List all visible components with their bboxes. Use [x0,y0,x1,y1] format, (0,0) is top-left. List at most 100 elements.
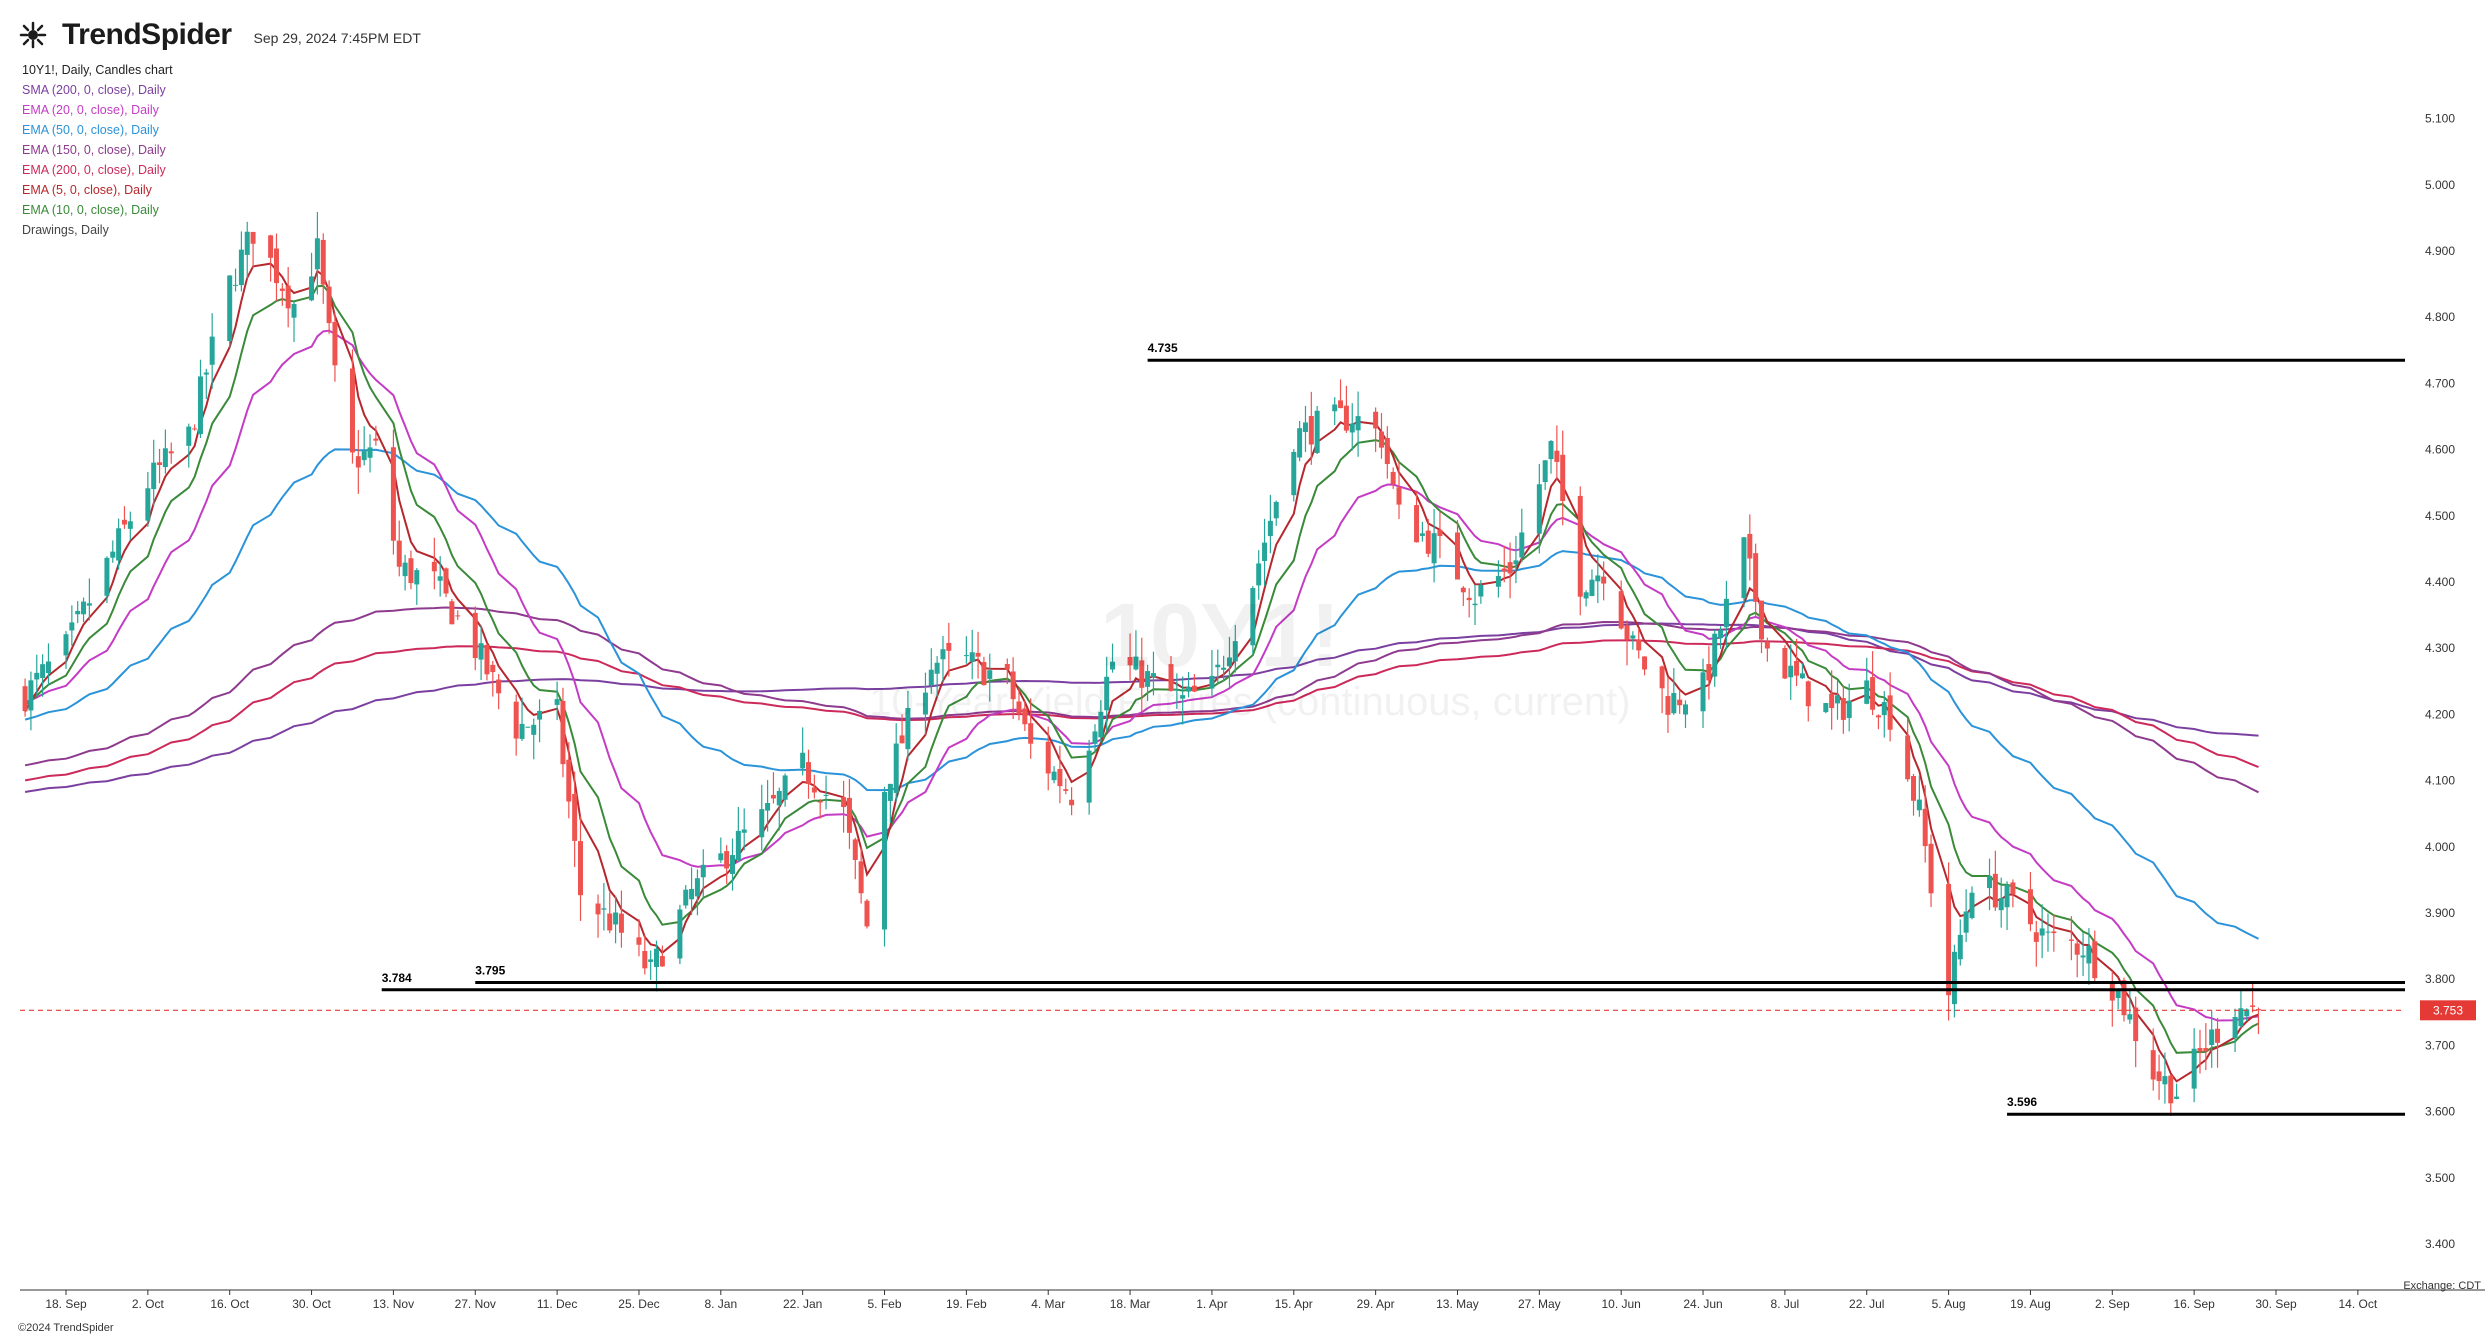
candle-body [1788,665,1794,678]
candle-body [1174,689,1180,691]
ema50-line [24,448,2259,940]
x-tick-label: 4. Mar [1031,1297,1065,1311]
candle-body [1057,768,1063,787]
legend-item-ema20[interactable]: EMA (20, 0, close), Daily [22,103,159,117]
candle-body [1145,671,1151,687]
candle-body [157,462,163,466]
candle-body [2244,1009,2250,1017]
candle-body [34,672,40,680]
y-tick-label: 4.800 [2425,310,2455,324]
candle-body [127,521,133,529]
candle-body [572,793,578,841]
y-tick-label: 3.400 [2425,1237,2455,1251]
level-label: 4.735 [1148,341,1178,355]
candle-body [770,794,776,799]
candle-body [1759,600,1765,640]
candle-body [613,912,619,925]
candle-body [1373,411,1379,429]
candle-body [2068,939,2074,941]
candle-body [1016,701,1022,714]
candle-body [642,950,648,969]
candle-body [1998,898,2004,911]
candle-body [1905,735,1911,780]
candle-body [233,284,239,286]
candle-body [1051,771,1057,781]
candle-body [291,304,297,318]
candle-body [2092,941,2098,979]
candle-body [484,644,490,675]
candle-body [1642,656,1648,670]
candle-body [1349,423,1355,433]
x-tick-label: 24. Jun [1683,1297,1722,1311]
candle-body [455,615,461,617]
candle-body [490,664,496,673]
candle-body [1355,416,1361,431]
candle-body [1928,843,1934,894]
candle-body [2174,1096,2180,1099]
candle-body [1624,625,1630,640]
candle-body [2033,932,2039,942]
x-tick-label: 13. May [1436,1297,1479,1311]
candle-body [45,661,51,674]
candle-body [1823,703,1829,713]
legend-item-ema5[interactable]: EMA (5, 0, close), Daily [22,183,152,197]
candle-body [1782,647,1788,679]
candle-body [1495,576,1501,587]
x-tick-label: 18. Sep [45,1297,87,1311]
candle-body [1519,532,1525,558]
candle-body [1262,542,1268,561]
candle-body [1472,603,1478,606]
legend-item-ema10[interactable]: EMA (10, 0, close), Daily [22,203,159,217]
legend-item-ema50[interactable]: EMA (50, 0, close), Daily [22,123,159,137]
trendspider-logo-icon [19,21,47,49]
y-tick-label: 3.500 [2425,1171,2455,1185]
candle-body [724,851,730,869]
candle-body [694,878,700,897]
candle-body [519,723,525,739]
candle-body [858,861,864,894]
candle-body [168,451,174,454]
candle-body [197,376,203,435]
candle-body [151,462,157,490]
candle-body [601,908,607,910]
candle-body [1916,799,1922,811]
candle-body [1560,454,1566,501]
candle-body [659,956,665,967]
candle-body [1829,693,1835,709]
candle-body [1911,776,1917,801]
candle-body [730,855,736,874]
candle-body [22,686,28,712]
candle-body [268,235,274,258]
candle-body [1425,530,1431,554]
candle-body [349,368,355,453]
candle-body [1028,723,1034,744]
candle-body [782,775,788,800]
candle-body [1840,698,1846,720]
candle-body [1133,656,1139,670]
candle-body [2250,1005,2256,1007]
last-price-badge [2420,1000,2476,1021]
candle-body [735,830,741,861]
candle-body [1104,676,1110,711]
legend-item-ema150[interactable]: EMA (150, 0, close), Daily [22,143,166,157]
candle-body [683,889,689,906]
x-tick-label: 5. Feb [868,1297,902,1311]
candle-body [566,759,572,802]
legend-item-drawings[interactable]: Drawings, Daily [22,223,109,237]
candle-body [2238,1008,2244,1027]
candle-body [2162,1076,2168,1085]
candle-body [478,643,484,660]
x-tick-label: 2. Oct [132,1297,165,1311]
candle-body [841,797,847,808]
candle-body [1583,592,1589,599]
candle-body [162,448,168,468]
candle-body [618,913,624,933]
candle-body [309,276,315,301]
candle-body [940,649,946,660]
legend-item-ema200[interactable]: EMA (200, 0, close), Daily [22,163,166,177]
candle-body [145,488,151,521]
legend-item-sma200[interactable]: SMA (200, 0, close), Daily [22,83,166,97]
candle-body [443,568,449,594]
